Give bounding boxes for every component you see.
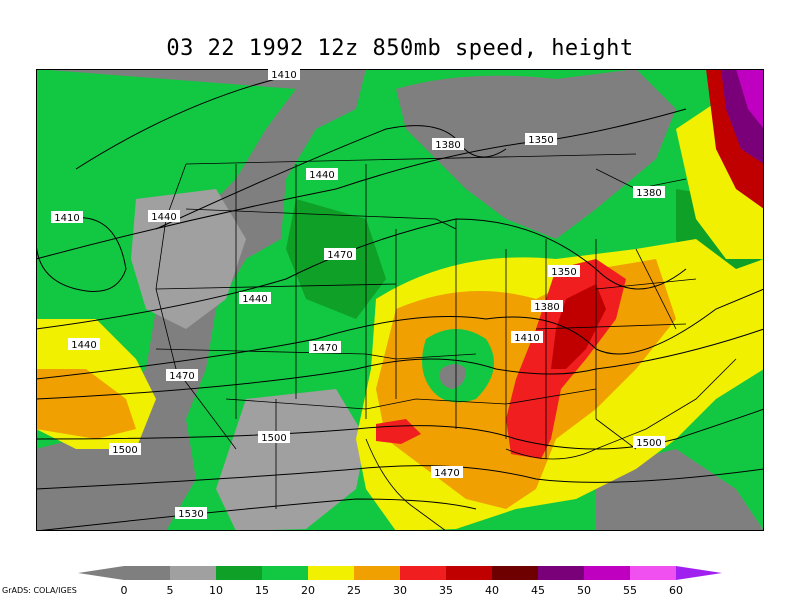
svg-text:1350: 1350 [551,267,576,278]
contour-label: 1470 [431,466,463,479]
colorbar-box [216,566,263,580]
contour-label: 1470 [166,369,198,382]
contour-label: 1500 [633,436,665,449]
field-gray-northeast [396,69,676,239]
svg-text:1410: 1410 [54,213,79,224]
colorbar-tick-label: 55 [623,584,637,597]
wind-speed-map: 1410 1380 1350 1380 1440 1410 1440 1470 … [36,69,764,531]
colorbar-arrow-right [676,566,722,580]
contour-label: 1350 [548,265,580,278]
contour-label: 1500 [258,431,290,444]
height-contours [36,73,764,531]
contour-label: 1440 [68,338,100,351]
field-gray-center [439,364,466,389]
colorbar-box [170,566,217,580]
colorbar-tick-label: 60 [669,584,683,597]
contour-label: 1410 [511,331,543,344]
colorbar-box [308,566,355,580]
svg-text:1350: 1350 [528,135,553,146]
colorbar-tick-label: 40 [485,584,499,597]
field-magenta [736,69,764,129]
contour-label: 1500 [109,443,141,456]
svg-text:1470: 1470 [434,468,459,479]
svg-text:1410: 1410 [514,333,539,344]
contour-label: 1530 [175,507,207,520]
contour-label: 1410 [268,69,300,81]
chart-title: 03 22 1992 12z 850mb speed, height [166,36,634,61]
colorbar-tick-label: 25 [347,584,361,597]
colorbar-tick-label: 35 [439,584,453,597]
field-gray-gulf [596,449,764,531]
svg-text:1410: 1410 [271,70,296,81]
field-gray-south [216,389,366,531]
colorbar-tick-label: 45 [531,584,545,597]
colorbar-box [124,566,171,580]
svg-text:1470: 1470 [312,343,337,354]
colorbar-tick-label: 10 [209,584,223,597]
contour-labels: 1410 1380 1350 1380 1440 1410 1440 1470 … [51,69,665,520]
contour-label: 1440 [306,168,338,181]
contour-label: 1440 [148,210,180,223]
colorbar-box [400,566,447,580]
colorbar-tick-label: 15 [255,584,269,597]
colorbar-tick-label: 30 [393,584,407,597]
svg-text:1440: 1440 [71,340,96,351]
state-boundaries [155,153,737,531]
field-gray-light-west [131,189,246,329]
svg-text:1500: 1500 [112,445,137,456]
contour-label: 1410 [51,211,83,224]
colorbar-arrow-left [78,566,124,580]
color-scale-bar [78,566,722,580]
colorbar-box [584,566,631,580]
colorbar-tick-label: 20 [301,584,315,597]
colorbar-box [538,566,585,580]
field-darkred [551,284,606,369]
svg-text:1440: 1440 [309,170,334,181]
colorbar-box [354,566,401,580]
svg-text:1440: 1440 [151,212,176,223]
contour-label: 1380 [633,186,665,199]
svg-text:1470: 1470 [327,250,352,261]
field-orange-west [36,369,136,439]
svg-text:1470: 1470 [169,371,194,382]
contour-label: 1350 [525,133,557,146]
map-frame [36,69,764,531]
svg-text:1380: 1380 [636,188,661,199]
svg-text:1500: 1500 [636,438,661,449]
svg-text:1530: 1530 [178,509,203,520]
svg-text:1440: 1440 [242,294,267,305]
contour-label: 1470 [324,248,356,261]
svg-text:1380: 1380 [534,302,559,313]
contour-label: 1470 [309,341,341,354]
colorbar-tick-label: 5 [166,584,174,597]
colorbar-box [630,566,677,580]
contour-label: 1440 [239,292,271,305]
svg-text:1380: 1380 [435,140,460,151]
credit-text: GrADS: COLA/IGES [2,586,77,595]
contour-label: 1380 [531,300,563,313]
contour-label: 1380 [432,138,464,151]
colorbar-box [262,566,309,580]
colorbar-box [492,566,539,580]
colorbar-box [446,566,493,580]
svg-text:1500: 1500 [261,433,286,444]
colorbar-tick-label: 50 [577,584,591,597]
colorbar-tick-label: 0 [120,584,128,597]
